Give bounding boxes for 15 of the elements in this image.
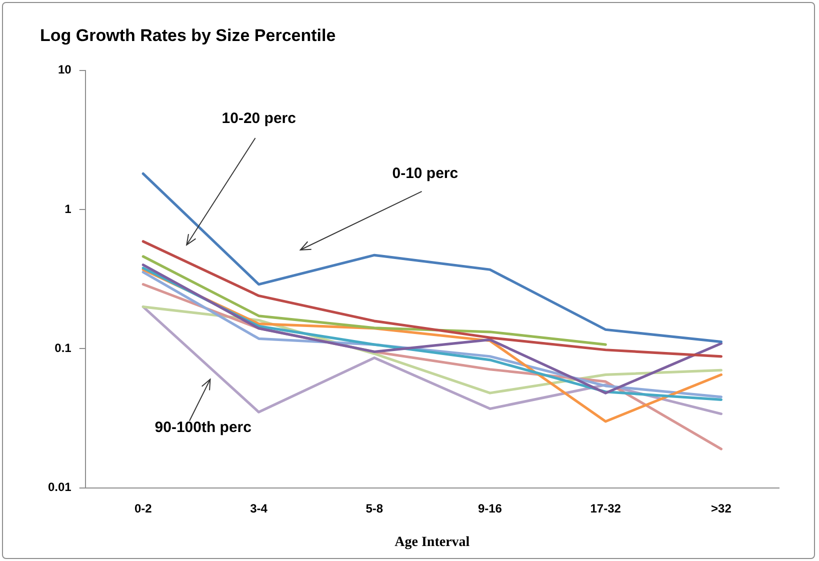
x-tick-label: 0-2: [134, 501, 152, 516]
y-tick-label: 0.1: [54, 340, 72, 355]
x-axis-title: Age Interval: [394, 535, 470, 550]
x-tick-label: 9-16: [478, 501, 502, 516]
annotation: 90-100th perc: [154, 419, 252, 436]
y-tick-label: 0.01: [48, 480, 72, 494]
y-tick-label: 10: [58, 62, 72, 77]
annotation: 0-10 perc: [392, 164, 458, 182]
x-tick-label: 17-32: [590, 501, 622, 516]
y-tick-label: 1: [64, 202, 72, 216]
x-tick-label: >32: [711, 501, 732, 516]
x-tick-label: 3-4: [250, 501, 268, 516]
chart-title: Log Growth Rates by Size Percentile: [40, 26, 336, 45]
annotation: 10-20 perc: [222, 110, 296, 127]
x-tick-label: 5-8: [366, 501, 384, 516]
